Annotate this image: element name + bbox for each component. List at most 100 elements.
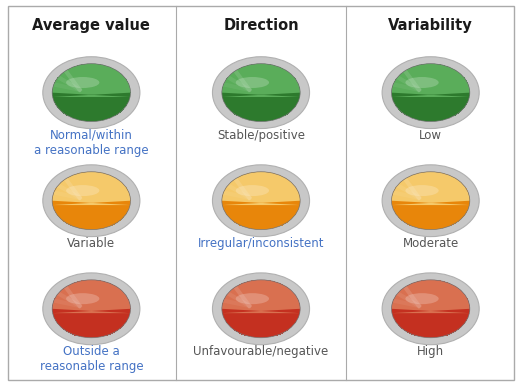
Bar	[222, 198, 300, 200]
Bar	[402, 180, 459, 181]
Bar	[223, 99, 299, 100]
Ellipse shape	[212, 165, 310, 237]
Bar	[393, 301, 469, 303]
Bar	[396, 105, 465, 107]
Ellipse shape	[52, 64, 130, 122]
Bar	[399, 109, 462, 111]
Bar	[227, 78, 295, 79]
Bar	[392, 311, 470, 312]
Bar	[225, 296, 297, 298]
Bar	[54, 318, 128, 319]
Bar	[240, 284, 282, 285]
Bar	[242, 67, 280, 68]
Bar	[227, 295, 295, 296]
Bar	[52, 311, 130, 312]
Bar	[400, 290, 461, 291]
Bar	[411, 175, 450, 176]
Bar	[52, 92, 130, 93]
Bar	[222, 92, 300, 93]
Bar	[222, 200, 300, 201]
Bar	[222, 199, 300, 200]
Ellipse shape	[382, 165, 479, 237]
Bar	[234, 179, 288, 180]
Bar	[399, 291, 462, 292]
Bar	[229, 217, 293, 218]
Ellipse shape	[66, 77, 99, 88]
Bar	[62, 111, 121, 113]
Bar	[394, 190, 467, 191]
Bar	[230, 74, 292, 76]
Bar	[53, 313, 130, 314]
Bar	[413, 118, 448, 119]
Bar	[60, 325, 123, 327]
Ellipse shape	[66, 293, 99, 304]
Bar	[226, 213, 296, 214]
Bar	[413, 174, 448, 175]
Bar	[222, 305, 300, 306]
Bar	[393, 207, 469, 208]
Bar	[411, 117, 450, 119]
Bar	[68, 331, 115, 333]
Bar	[66, 70, 116, 71]
Bar	[227, 323, 295, 324]
Bar	[251, 64, 271, 65]
Bar	[393, 98, 469, 99]
Bar	[392, 88, 469, 90]
Bar	[60, 217, 123, 219]
Bar	[400, 74, 461, 75]
Bar	[223, 85, 299, 86]
Polygon shape	[52, 64, 130, 97]
FancyBboxPatch shape	[8, 6, 514, 380]
Bar	[226, 80, 296, 81]
Bar	[52, 203, 130, 204]
Bar	[240, 68, 282, 69]
Bar	[59, 292, 124, 293]
Bar	[56, 296, 127, 297]
Bar	[232, 111, 290, 113]
Bar	[407, 69, 454, 70]
Bar	[63, 72, 120, 73]
Bar	[227, 105, 295, 107]
Bar	[53, 194, 129, 196]
Ellipse shape	[52, 280, 130, 338]
Bar	[231, 327, 291, 328]
Bar	[402, 112, 459, 113]
Bar	[398, 325, 463, 326]
Bar	[53, 205, 130, 206]
Bar	[417, 281, 445, 283]
Bar	[222, 306, 300, 308]
Text: Stable/positive: Stable/positive	[217, 129, 305, 142]
Bar	[57, 322, 126, 323]
Bar	[240, 332, 282, 334]
Bar	[55, 211, 128, 212]
Bar	[397, 294, 465, 295]
Bar	[395, 213, 466, 214]
Bar	[57, 295, 126, 296]
Bar	[222, 93, 300, 94]
Bar	[400, 182, 461, 183]
Bar	[247, 227, 275, 229]
Bar	[56, 188, 127, 189]
Bar	[398, 184, 463, 185]
Bar	[392, 90, 470, 91]
Bar	[231, 74, 291, 75]
Bar	[404, 71, 457, 72]
Bar	[53, 207, 129, 208]
Bar	[233, 180, 289, 181]
Bar	[393, 316, 468, 317]
Bar	[224, 102, 298, 103]
Bar	[53, 304, 130, 306]
Bar	[54, 300, 129, 302]
Bar	[399, 217, 462, 219]
Bar	[401, 73, 460, 74]
Bar	[394, 319, 467, 320]
Bar	[393, 209, 468, 210]
Bar	[413, 334, 448, 335]
Bar	[222, 303, 300, 305]
Bar	[242, 175, 280, 176]
Bar	[77, 335, 105, 337]
Bar	[52, 199, 130, 200]
Bar	[417, 335, 445, 337]
Bar	[400, 327, 461, 328]
Bar	[402, 328, 459, 330]
